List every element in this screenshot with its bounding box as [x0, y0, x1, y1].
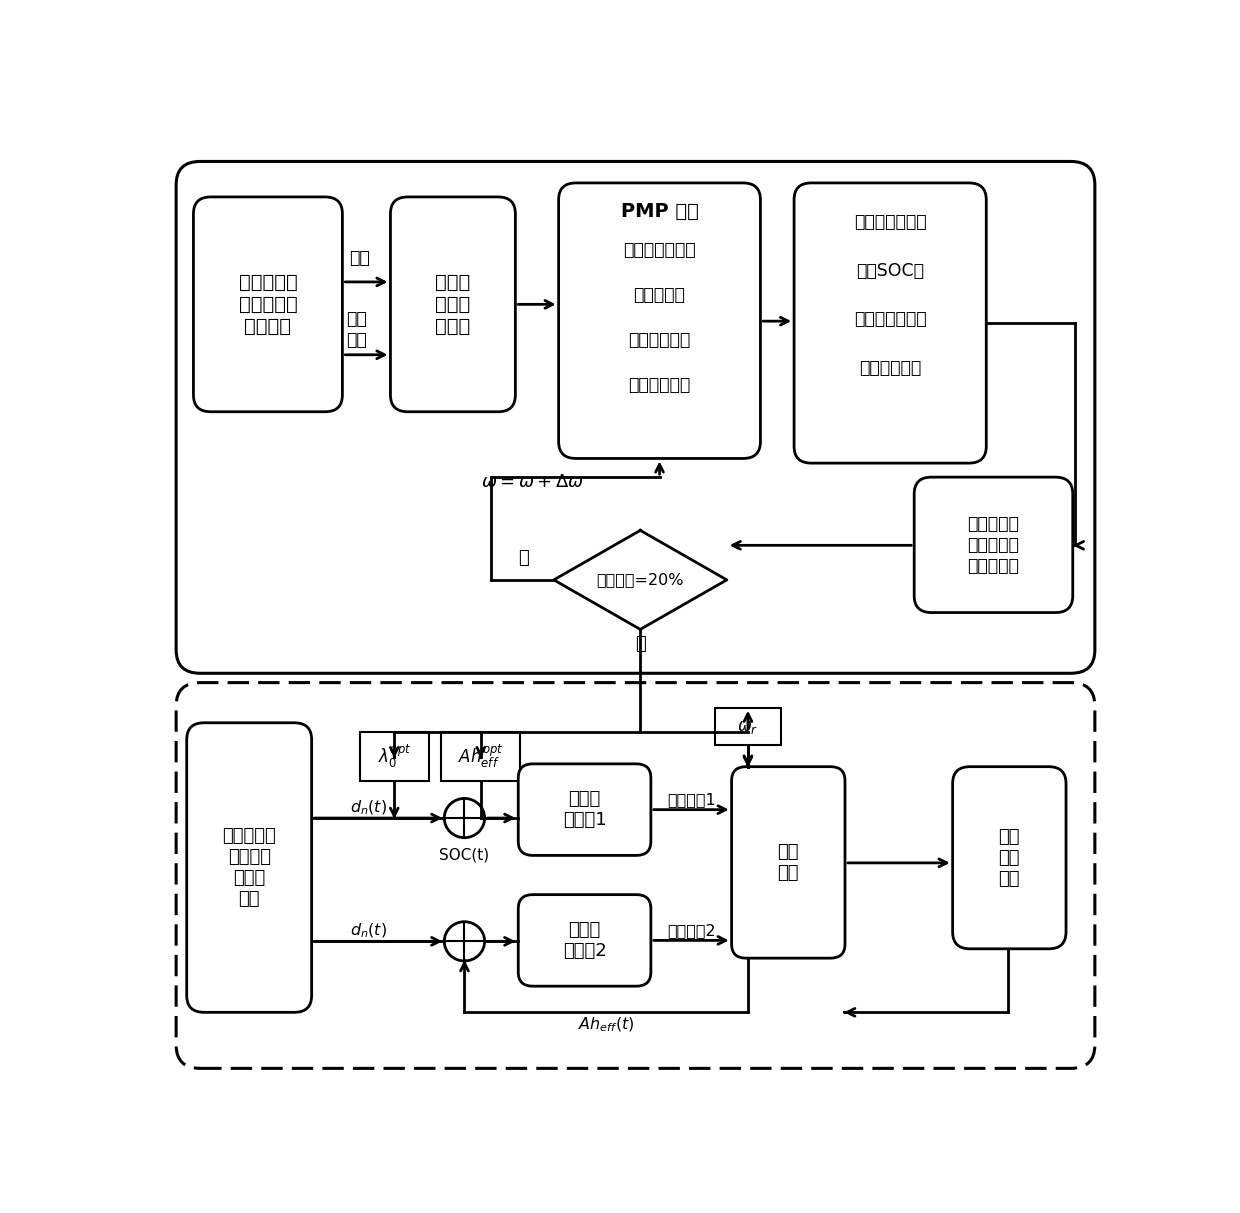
Text: 包含速度与
道路坡度的
综合工况: 包含速度与 道路坡度的 综合工况	[238, 273, 298, 336]
Text: 最优SOC；: 最优SOC；	[856, 262, 924, 280]
Text: 最优
控制
策略: 最优 控制 策略	[998, 828, 1021, 888]
Text: 车速: 车速	[350, 249, 370, 267]
Text: 衰减容量=20%: 衰减容量=20%	[596, 573, 684, 587]
FancyBboxPatch shape	[176, 161, 1095, 673]
Text: 自适应
控制器2: 自适应 控制器2	[563, 921, 606, 959]
Polygon shape	[554, 530, 727, 630]
Text: PMP 算法: PMP 算法	[620, 201, 698, 221]
Text: 电机模型；: 电机模型；	[634, 286, 686, 304]
Text: 道路
坡度: 道路 坡度	[346, 311, 367, 349]
Text: $\lambda_0^{opt}$: $\lambda_0^{opt}$	[378, 742, 410, 770]
Text: 循环老化模型: 循环老化模型	[629, 376, 691, 394]
Text: 自适应
控制器1: 自适应 控制器1	[563, 790, 606, 828]
Circle shape	[444, 922, 485, 961]
Text: 否: 否	[517, 549, 528, 568]
FancyBboxPatch shape	[518, 764, 651, 855]
Bar	[360, 733, 429, 781]
Text: 发动机模型；: 发动机模型；	[629, 331, 691, 349]
FancyBboxPatch shape	[952, 767, 1066, 949]
Text: 成本
函数: 成本 函数	[777, 843, 799, 882]
Text: 车辆纵
向动力
学模型: 车辆纵 向动力 学模型	[435, 273, 470, 336]
Text: 最优电池电流；: 最优电池电流；	[854, 213, 926, 232]
FancyBboxPatch shape	[187, 723, 311, 1013]
FancyBboxPatch shape	[794, 183, 986, 463]
FancyBboxPatch shape	[193, 197, 342, 411]
Text: $\omega=\omega+\Delta\omega$: $\omega=\omega+\Delta\omega$	[481, 473, 584, 491]
Text: SOC(t): SOC(t)	[439, 847, 490, 862]
Text: 等效因子1: 等效因子1	[667, 792, 715, 807]
Bar	[441, 733, 521, 781]
Text: 电池电路模型；: 电池电路模型；	[624, 241, 696, 260]
FancyBboxPatch shape	[558, 183, 760, 459]
FancyBboxPatch shape	[391, 197, 516, 411]
FancyBboxPatch shape	[732, 767, 844, 958]
FancyBboxPatch shape	[914, 477, 1073, 613]
Text: 是: 是	[635, 636, 646, 654]
Text: 考虑日历寿
命的电池容
量衰减模型: 考虑日历寿 命的电池容 量衰减模型	[967, 516, 1019, 575]
Bar	[715, 708, 781, 745]
Text: 等效因子2: 等效因子2	[667, 923, 715, 938]
FancyBboxPatch shape	[518, 895, 651, 986]
Text: $\omega_r$: $\omega_r$	[738, 718, 759, 735]
Text: $d_n(t)$: $d_n(t)$	[350, 798, 387, 818]
Circle shape	[444, 798, 485, 838]
Text: 包含速度与
道路坡度
的综合
工况: 包含速度与 道路坡度 的综合 工况	[222, 827, 277, 907]
Text: $Ah_{eff}\left(t\right)$: $Ah_{eff}\left(t\right)$	[578, 1015, 635, 1033]
FancyBboxPatch shape	[176, 683, 1095, 1069]
Text: $Ah_{eff}^{opt}$: $Ah_{eff}^{opt}$	[458, 742, 503, 770]
Text: $d_n(t)$: $d_n(t)$	[350, 922, 387, 940]
Text: 最优劣化因子；: 最优劣化因子；	[854, 311, 926, 329]
Text: 最优协态值；: 最优协态值；	[859, 359, 921, 377]
